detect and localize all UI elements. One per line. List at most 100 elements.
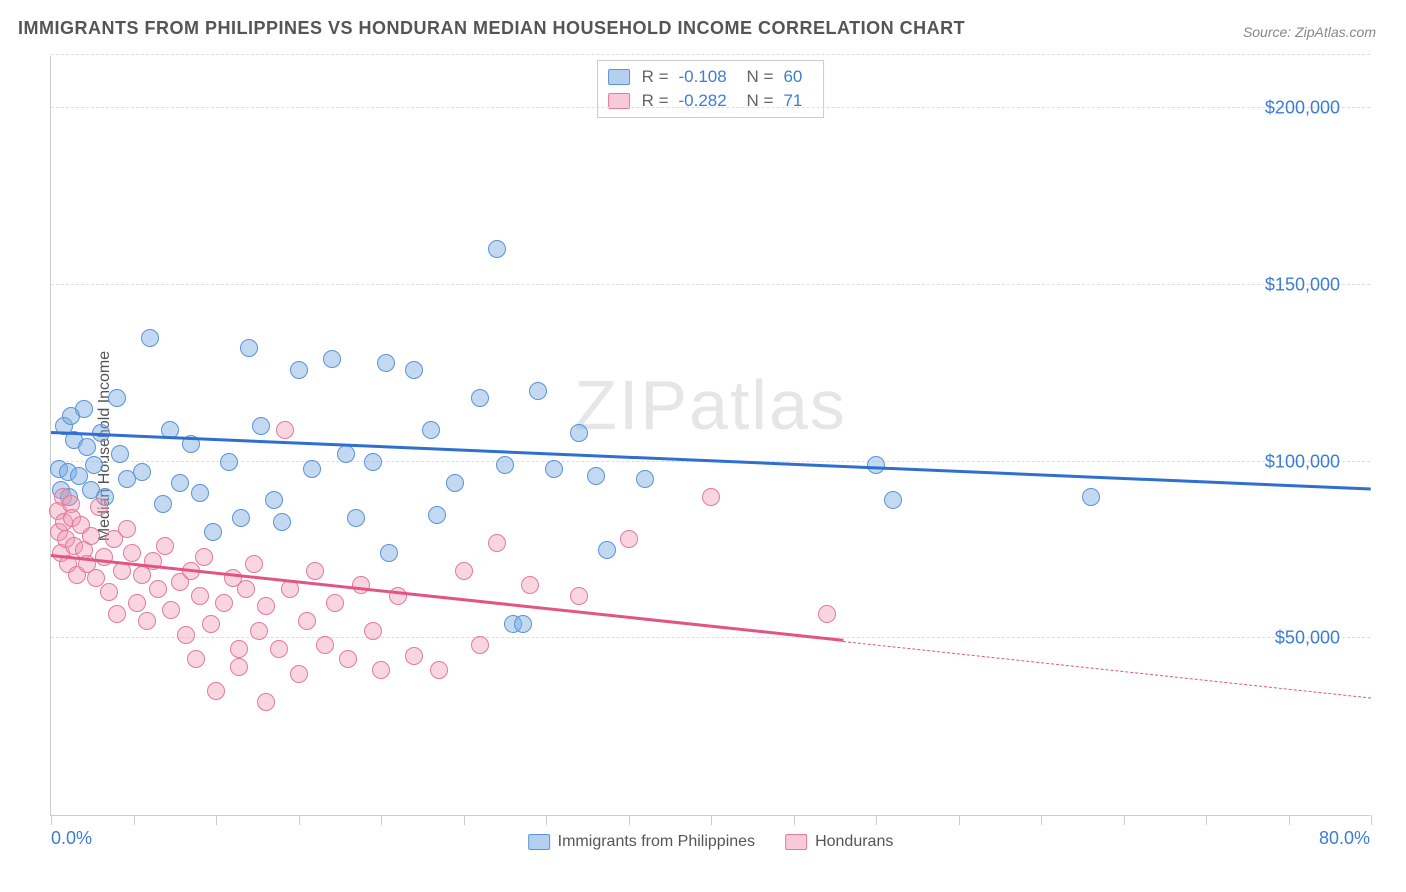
data-point-hondurans <box>570 587 588 605</box>
data-point-hondurans <box>276 421 294 439</box>
data-point-philippines <box>240 339 258 357</box>
x-tick <box>1206 815 1207 825</box>
data-point-hondurans <box>372 661 390 679</box>
legend: Immigrants from Philippines Hondurans <box>528 833 894 851</box>
data-point-hondurans <box>123 544 141 562</box>
data-point-hondurans <box>290 665 308 683</box>
x-tick <box>1041 815 1042 825</box>
data-point-hondurans <box>430 661 448 679</box>
gridline <box>51 637 1370 638</box>
x-tick <box>1124 815 1125 825</box>
data-point-hondurans <box>306 562 324 580</box>
data-point-hondurans <box>230 640 248 658</box>
data-point-philippines <box>446 474 464 492</box>
data-point-philippines <box>422 421 440 439</box>
data-point-hondurans <box>207 682 225 700</box>
data-point-philippines <box>75 400 93 418</box>
data-point-philippines <box>220 453 238 471</box>
data-point-hondurans <box>257 693 275 711</box>
stats-row: R =-0.108N =60 <box>608 65 814 89</box>
data-point-hondurans <box>455 562 473 580</box>
gridline <box>51 284 1370 285</box>
data-point-philippines <box>496 456 514 474</box>
data-point-hondurans <box>257 597 275 615</box>
plot-area: ZIPatlas R =-0.108N =60R =-0.282N =71 0.… <box>50 56 1370 816</box>
x-tick <box>51 815 52 825</box>
stats-value-n: 60 <box>783 67 813 87</box>
data-point-philippines <box>273 513 291 531</box>
x-tick <box>381 815 382 825</box>
data-point-philippines <box>364 453 382 471</box>
stats-label-r: R = <box>642 67 669 87</box>
data-point-hondurans <box>250 622 268 640</box>
data-point-hondurans <box>352 576 370 594</box>
data-point-philippines <box>232 509 250 527</box>
data-point-hondurans <box>95 548 113 566</box>
data-point-hondurans <box>316 636 334 654</box>
trendline-extrapolated <box>843 641 1371 699</box>
data-point-hondurans <box>90 498 108 516</box>
y-tick-label: $150,000 <box>1265 274 1340 295</box>
x-axis-max-label: 80.0% <box>1319 828 1370 849</box>
data-point-philippines <box>337 445 355 463</box>
data-point-hondurans <box>177 626 195 644</box>
data-point-philippines <box>587 467 605 485</box>
legend-label: Immigrants from Philippines <box>558 833 755 851</box>
legend-swatch <box>785 834 807 850</box>
data-point-hondurans <box>364 622 382 640</box>
data-point-philippines <box>545 460 563 478</box>
y-tick-label: $100,000 <box>1265 451 1340 472</box>
legend-item: Hondurans <box>785 833 893 851</box>
data-point-hondurans <box>818 605 836 623</box>
x-tick <box>794 815 795 825</box>
x-tick <box>546 815 547 825</box>
data-point-philippines <box>108 389 126 407</box>
data-point-hondurans <box>149 580 167 598</box>
data-point-hondurans <box>187 650 205 668</box>
trendline <box>51 554 843 641</box>
y-tick-label: $50,000 <box>1275 628 1340 649</box>
data-point-hondurans <box>215 594 233 612</box>
data-point-philippines <box>488 240 506 258</box>
data-point-philippines <box>204 523 222 541</box>
data-point-philippines <box>111 445 129 463</box>
data-point-philippines <box>636 470 654 488</box>
data-point-philippines <box>154 495 172 513</box>
legend-label: Hondurans <box>815 833 893 851</box>
data-point-hondurans <box>202 615 220 633</box>
data-point-philippines <box>471 389 489 407</box>
data-point-philippines <box>380 544 398 562</box>
x-tick <box>216 815 217 825</box>
data-point-hondurans <box>620 530 638 548</box>
data-point-hondurans <box>521 576 539 594</box>
data-point-hondurans <box>702 488 720 506</box>
data-point-philippines <box>323 350 341 368</box>
x-tick <box>959 815 960 825</box>
data-point-philippines <box>529 382 547 400</box>
chart-title: IMMIGRANTS FROM PHILIPPINES VS HONDURAN … <box>18 18 965 39</box>
data-point-hondurans <box>108 605 126 623</box>
x-tick <box>629 815 630 825</box>
data-point-philippines <box>85 456 103 474</box>
gridline <box>51 107 1370 108</box>
gridline <box>51 54 1370 55</box>
x-tick <box>464 815 465 825</box>
data-point-hondurans <box>191 587 209 605</box>
x-tick <box>711 815 712 825</box>
y-tick-label: $200,000 <box>1265 98 1340 119</box>
data-point-philippines <box>78 438 96 456</box>
stats-box: R =-0.108N =60R =-0.282N =71 <box>597 60 825 118</box>
data-point-philippines <box>884 491 902 509</box>
data-point-hondurans <box>128 594 146 612</box>
data-point-hondurans <box>118 520 136 538</box>
chart-container: IMMIGRANTS FROM PHILIPPINES VS HONDURAN … <box>0 0 1406 892</box>
data-point-philippines <box>252 417 270 435</box>
data-point-philippines <box>290 361 308 379</box>
data-point-hondurans <box>488 534 506 552</box>
data-point-hondurans <box>270 640 288 658</box>
data-point-hondurans <box>195 548 213 566</box>
watermark: ZIPatlas <box>574 365 847 445</box>
stats-row: R =-0.282N =71 <box>608 89 814 113</box>
data-point-philippines <box>570 424 588 442</box>
data-point-hondurans <box>156 537 174 555</box>
